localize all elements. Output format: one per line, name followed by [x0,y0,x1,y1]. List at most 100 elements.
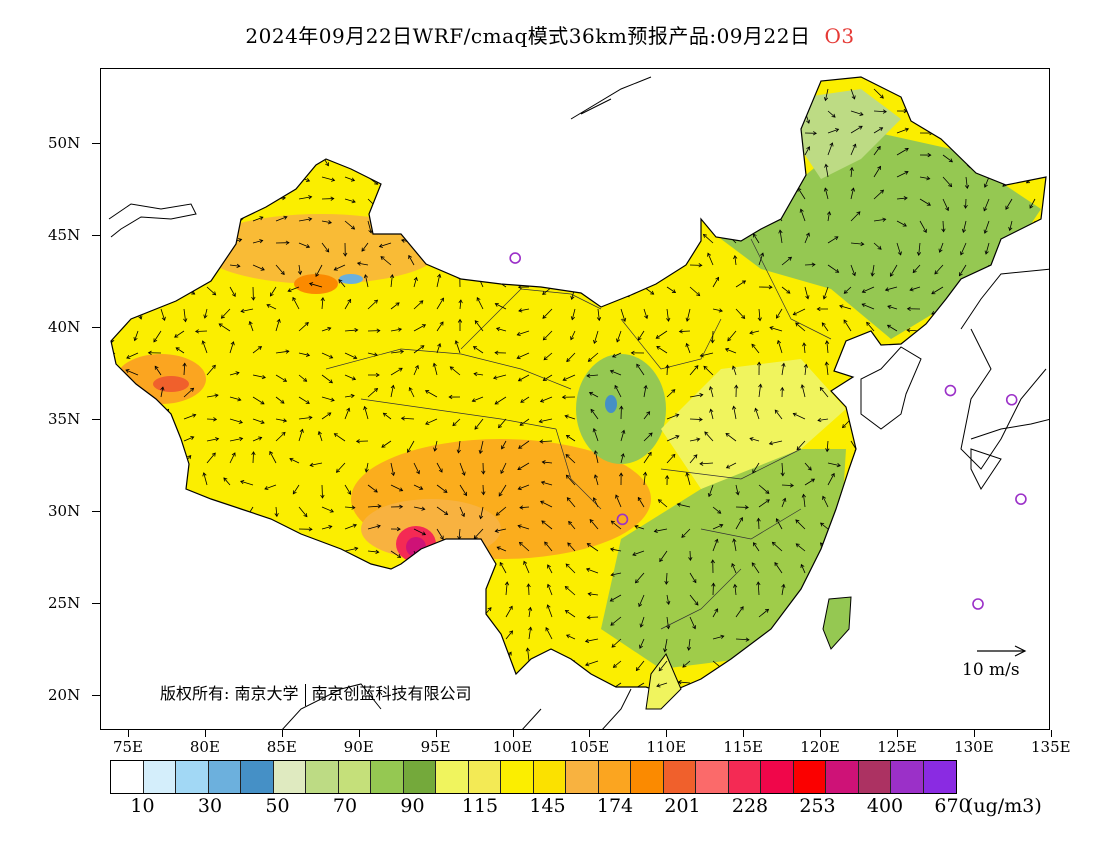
wind-arrow [497,145,507,156]
wind-arrow [565,634,576,640]
map-canvas [108,76,1049,729]
wind-arrow [777,110,783,123]
wind-arrow [137,142,145,156]
wind-arrow [722,108,737,113]
wind-arrow [850,110,864,116]
wind-arrow [498,212,507,222]
wind-arrow [206,452,216,464]
wind-arrow [666,88,678,96]
wind-arrow [587,591,599,597]
wind-arrow [896,242,902,256]
wind-arrow [867,345,875,354]
wind-arrow [1034,440,1043,453]
wind-arrow [183,220,194,230]
wind-arrow [774,190,783,200]
colorbar-tick-label: 30 [197,795,223,817]
wind-arrow [229,371,240,376]
wind-arrow [218,153,231,158]
wind-arrow [750,214,760,222]
wind-arrow [643,242,655,251]
wind-arrow [963,352,968,367]
wind-arrow [517,374,530,382]
wind-arrow [298,546,311,552]
wind-arrow [223,477,231,486]
wind-arrow [206,239,221,244]
wind-arrow [246,638,254,649]
wind-arrow [703,104,714,112]
wind-arrow [781,483,794,488]
wind-arrow [469,130,484,135]
wind-arrow [459,634,472,640]
wind-arrow [525,647,530,662]
wind-arrow [541,460,553,465]
wind-arrow [597,106,611,112]
wind-arrow [413,300,424,310]
wind-arrow [896,127,910,134]
wind-arrow [960,242,967,256]
wind-arrow [114,286,120,300]
wind-arrow [873,189,885,200]
wind-arrow [656,345,668,354]
wind-arrow [111,408,116,420]
wind-arrow [344,393,355,399]
wind-arrow [1030,660,1036,675]
wind-arrow [344,654,358,662]
wind-arrow [574,143,582,156]
wind-arrow [752,462,760,474]
wind-arrow [565,474,576,486]
wind-arrow [592,497,599,508]
wind-reference-label: 10 m/s [962,660,1020,680]
wind-arrow [252,572,266,577]
wind-arrow [778,165,783,178]
wind-arrow [725,462,737,469]
wind-arrow [111,660,116,665]
wind-arrow [475,232,484,244]
wind-arrow [1034,286,1045,292]
wind-arrow [408,198,415,211]
wind-arrow [1027,88,1036,97]
wind-arrow [528,626,533,640]
wind-arrow [111,473,116,486]
wind-arrow [827,588,841,596]
lat-tick [92,511,100,512]
wind-arrow [424,390,438,398]
wind-arrow [178,144,185,156]
wind-arrow [111,429,116,442]
wind-arrow [275,431,286,442]
wind-arrow [262,129,277,135]
wind-arrow [378,242,392,248]
wind-arrow [500,462,507,475]
wind-arrow [930,703,943,707]
wind-arrow [592,428,599,442]
wind-arrow [1011,484,1023,494]
wind-arrow [1011,528,1016,540]
wind-arrow [203,308,208,319]
wind-arrow [160,452,169,464]
wind-arrow [321,326,332,332]
wind-arrow [540,214,553,222]
wind-arrow [906,306,921,311]
wind-arrow [454,251,461,266]
wind-arrow [942,132,952,138]
wind-arrow [593,330,599,345]
wind-arrow [574,103,583,112]
wind-arrow [344,572,357,580]
wind-arrow [745,682,760,687]
wind-arrow [449,550,461,560]
lon-tick [435,730,437,737]
wind-arrow [586,543,599,552]
wind-arrow [820,522,829,530]
lat-label: 35N [48,410,81,428]
wind-arrow [827,128,840,134]
wind-arrow [321,650,328,662]
wind-arrow [919,418,931,427]
wind-arrow [942,396,950,409]
wind-arrow [1011,330,1020,338]
wind-arrow [735,637,750,642]
wind-arrow [681,696,690,705]
wind-arrow [568,264,576,277]
wind-arrow [850,143,857,156]
lon-tick [820,730,822,737]
wind-arrow [148,523,162,530]
wind-arrow [862,633,875,640]
